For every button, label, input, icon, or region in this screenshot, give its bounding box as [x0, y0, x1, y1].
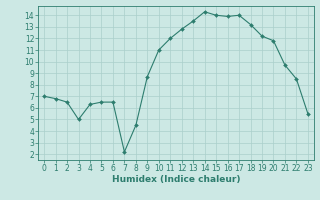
X-axis label: Humidex (Indice chaleur): Humidex (Indice chaleur) — [112, 175, 240, 184]
